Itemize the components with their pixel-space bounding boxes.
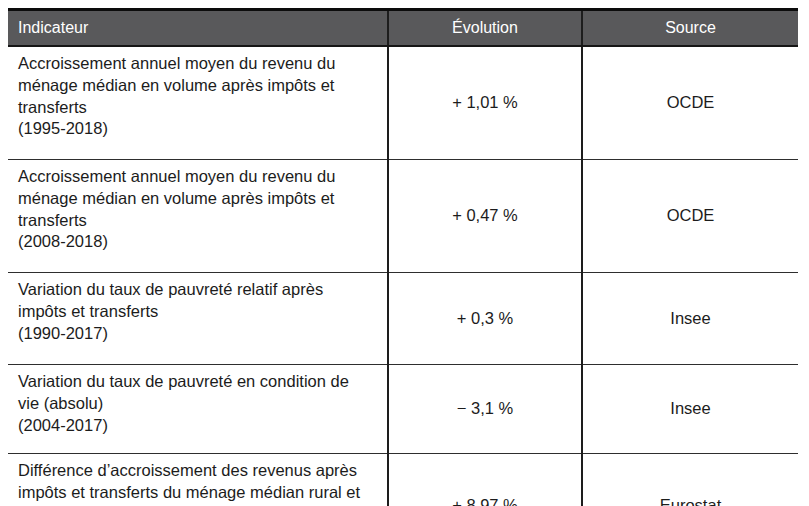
indicator-label: Variation du taux de pauvreté relatif ap…	[18, 280, 323, 320]
header-cell-evolution: Évolution	[388, 10, 582, 47]
header-cell-indicateur: Indicateur	[8, 10, 388, 47]
indicator-label: Variation du taux de pauvreté en conditi…	[18, 372, 349, 412]
evolution-cell: + 1,01 %	[388, 46, 582, 160]
source-cell: Insee	[582, 273, 798, 365]
source-cell: OCDE	[582, 46, 798, 160]
indicator-cell: Différence d’accroissement des revenus a…	[8, 454, 388, 506]
page: Indicateur Évolution Source Accroissemen…	[0, 0, 809, 506]
indicator-cell: Accroissement annuel moyen du revenu du …	[8, 46, 388, 160]
evolution-cell: + 8,97 %	[388, 454, 582, 506]
header-cell-source: Source	[582, 10, 798, 47]
source-cell: Insee	[582, 365, 798, 454]
indicator-period: (2004-2017)	[18, 415, 367, 437]
table-row: Accroissement annuel moyen du revenu du …	[8, 46, 798, 160]
indicator-period: (1990-2017)	[18, 323, 367, 345]
evolution-cell: + 0,3 %	[388, 273, 582, 365]
indicator-cell: Variation du taux de pauvreté relatif ap…	[8, 273, 388, 365]
indicator-cell: Accroissement annuel moyen du revenu du …	[8, 160, 388, 273]
indicator-period: (2008-2018)	[18, 231, 367, 253]
source-cell: OCDE	[582, 160, 798, 273]
indicator-cell: Variation du taux de pauvreté en conditi…	[8, 365, 388, 454]
evolution-cell: − 3,1 %	[388, 365, 582, 454]
indicator-label: Différence d’accroissement des revenus a…	[18, 461, 360, 506]
evolution-cell: + 0,47 %	[388, 160, 582, 273]
source-cell: Eurostat	[582, 454, 798, 506]
table-row: Variation du taux de pauvreté en conditi…	[8, 365, 798, 454]
table-row: Accroissement annuel moyen du revenu du …	[8, 160, 798, 273]
indicator-table: Indicateur Évolution Source Accroissemen…	[8, 8, 798, 506]
indicator-label: Accroissement annuel moyen du revenu du …	[18, 54, 335, 116]
indicator-period: (1995-2018)	[18, 118, 367, 140]
indicator-label: Accroissement annuel moyen du revenu du …	[18, 167, 335, 229]
table-row: Variation du taux de pauvreté relatif ap…	[8, 273, 798, 365]
table-row: Différence d’accroissement des revenus a…	[8, 454, 798, 506]
table-header-row: Indicateur Évolution Source	[8, 10, 798, 47]
